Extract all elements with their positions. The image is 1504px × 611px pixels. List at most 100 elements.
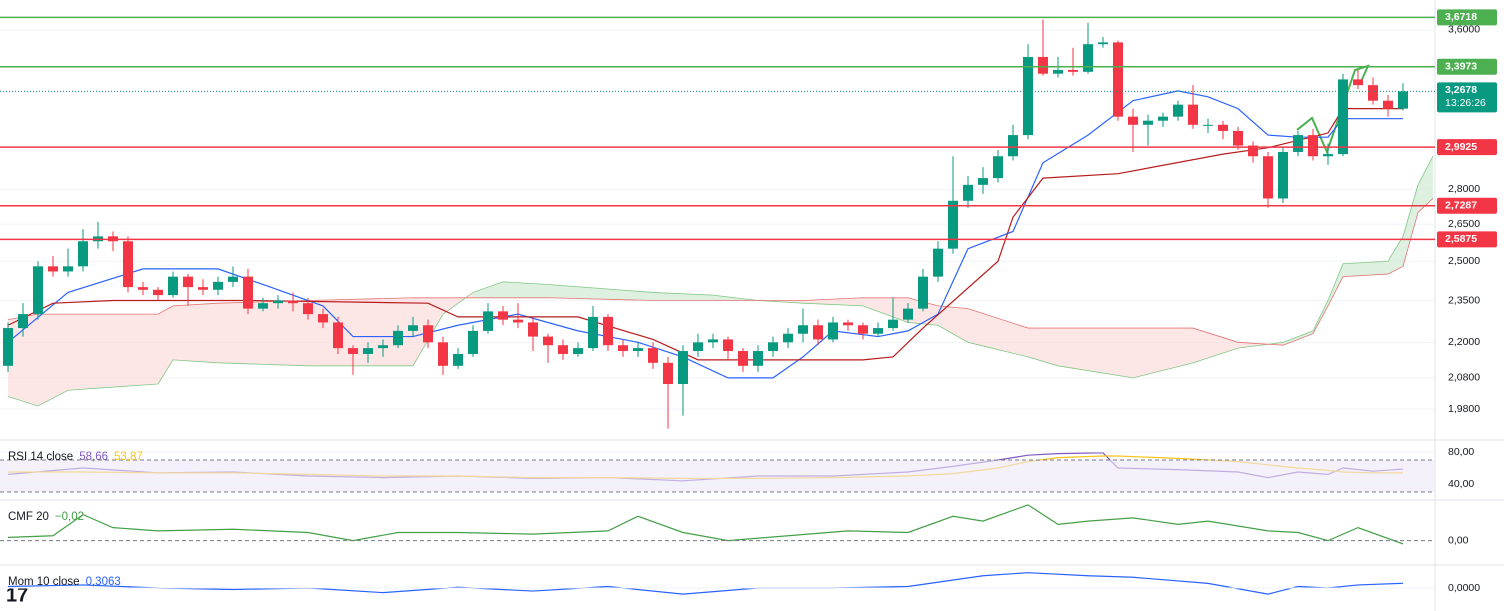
candle-body	[1023, 56, 1033, 136]
cloud-segment	[173, 303, 218, 363]
candle-body	[18, 314, 28, 329]
y-tick-label: 3,6000	[1448, 24, 1480, 36]
candle-body	[753, 351, 763, 366]
candle-body	[843, 322, 853, 326]
y-tick-label: 1,9800	[1448, 403, 1480, 415]
candle-body	[153, 289, 163, 296]
cloud-segment	[68, 314, 158, 391]
candle-body	[453, 353, 463, 366]
cloud-segment	[968, 308, 1028, 357]
candle-body	[558, 345, 568, 354]
rsi-band	[0, 460, 1435, 492]
y-tick-label: 0,00	[1448, 534, 1469, 546]
level-label: 2,7287	[1445, 199, 1477, 211]
cloud-segment	[938, 305, 968, 343]
candle-body	[1038, 56, 1048, 74]
logo: 17	[6, 584, 28, 606]
candle-body	[1053, 69, 1063, 74]
pane-title: RSI 14 close	[8, 451, 73, 463]
last-price-label: 3,2678	[1445, 84, 1477, 96]
cloud-segment	[548, 284, 653, 301]
candle-body	[33, 266, 43, 315]
candle-body	[1293, 135, 1303, 152]
cloud-segment	[308, 297, 413, 366]
candle-body	[1128, 116, 1138, 125]
candle-body	[378, 345, 388, 349]
candle-body	[663, 362, 673, 385]
candle-body	[513, 319, 523, 323]
y-tick-label: 80,00	[1448, 446, 1474, 458]
level-label-box	[1437, 197, 1497, 214]
candle-body	[978, 178, 988, 185]
candle-body	[648, 348, 658, 363]
cloud-segment	[1418, 156, 1433, 213]
candle-body	[243, 276, 253, 309]
level-label-box	[1437, 9, 1497, 26]
candle-body	[1173, 104, 1183, 117]
level-label: 2,5875	[1445, 233, 1477, 245]
candle-body	[348, 348, 358, 354]
level-label: 3,3973	[1445, 60, 1477, 72]
level-label: 3,6718	[1445, 11, 1477, 23]
candle-body	[63, 266, 73, 272]
cloud-segment	[1193, 328, 1238, 363]
y-tick-label: 2,0800	[1448, 372, 1480, 384]
pane-readout: 0,3063	[86, 576, 121, 588]
cloud-segment	[863, 297, 908, 323]
cloud-segment	[158, 305, 173, 385]
y-tick-label: 40,00	[1448, 478, 1474, 490]
candle-body	[783, 333, 793, 343]
candle-body	[168, 276, 178, 296]
candle-body	[1338, 79, 1348, 155]
candle-body	[123, 241, 133, 288]
candle-body	[1218, 124, 1228, 131]
candle-body	[708, 339, 718, 343]
candle-body	[483, 311, 493, 331]
candle-body	[318, 314, 328, 323]
candle-body	[633, 348, 643, 352]
cloud-segment	[1058, 328, 1133, 378]
candle-body	[48, 266, 58, 272]
candle-body	[993, 156, 1003, 179]
y-tick-label: 2,3500	[1448, 294, 1480, 306]
candle-body	[858, 325, 868, 334]
candle-body	[918, 276, 928, 309]
y-tick-label: 2,5000	[1448, 255, 1480, 267]
y-tick-label: 2,2000	[1448, 336, 1480, 348]
candle-body	[603, 316, 613, 346]
candle-body	[543, 336, 553, 346]
candle-body	[1398, 91, 1408, 109]
candle-body	[1353, 79, 1363, 86]
candle-body	[1113, 42, 1123, 117]
cloud-segment	[1388, 236, 1403, 275]
y-tick-label: 2,6500	[1448, 218, 1480, 230]
y-tick-label: 0,0000	[1448, 582, 1480, 594]
pane-readout: −0,02	[55, 511, 84, 523]
candle-body	[528, 322, 538, 337]
candle-body	[408, 325, 418, 331]
candle-body	[273, 300, 283, 304]
candle-body	[1203, 124, 1213, 126]
candle-body	[138, 287, 148, 290]
candle-body	[1158, 116, 1168, 121]
candle-body	[573, 348, 583, 354]
cloud-segment	[1238, 342, 1283, 349]
candle-body	[1323, 154, 1333, 157]
candle-body	[258, 303, 268, 309]
countdown: 13:26:26	[1445, 97, 1486, 109]
candle-body	[333, 322, 343, 349]
candle-body	[588, 316, 598, 349]
level-label: 2,9925	[1445, 141, 1477, 153]
candle-body	[1068, 69, 1078, 72]
candle-body	[798, 325, 808, 334]
cloud-segment	[473, 281, 503, 298]
cloud-segment	[1283, 330, 1313, 346]
candle-body	[948, 200, 958, 249]
candle-body	[498, 311, 508, 320]
plot-area	[0, 19, 1435, 595]
candle-body	[1263, 156, 1273, 199]
candle-body	[828, 322, 838, 340]
candle-body	[963, 184, 973, 201]
candle-body	[1248, 145, 1258, 157]
